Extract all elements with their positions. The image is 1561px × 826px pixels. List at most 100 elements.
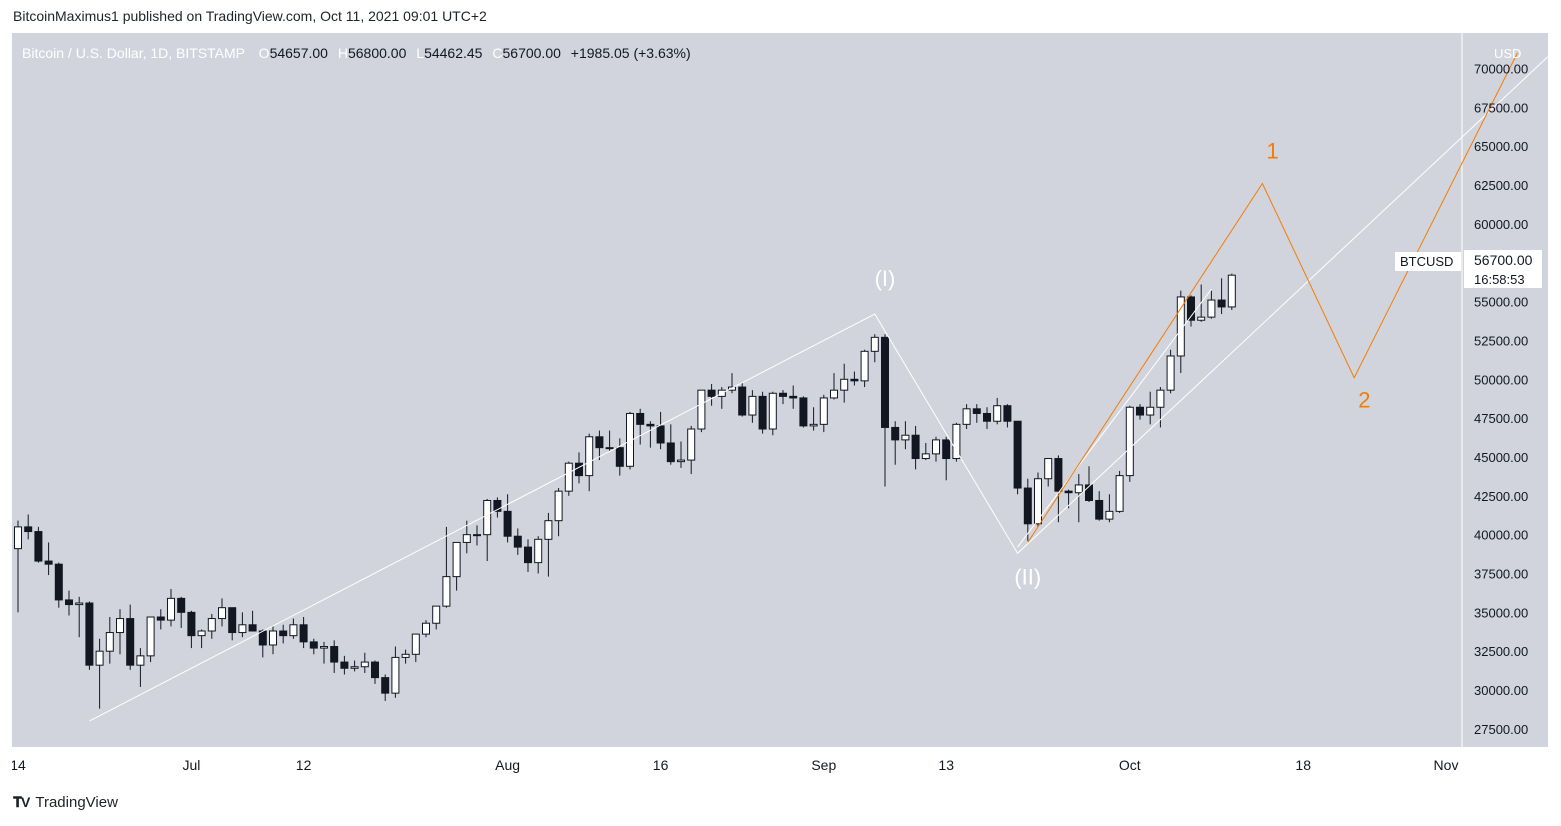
candle — [605, 430, 614, 451]
footer-brand: TradingView — [35, 794, 118, 811]
legend-low-label: L — [416, 45, 424, 61]
candle — [156, 609, 165, 630]
candle-body — [320, 646, 328, 649]
candle-body — [1207, 299, 1216, 318]
candle — [595, 430, 604, 461]
candle — [921, 442, 930, 461]
wave-annotations: (I) (II) 1 2 — [875, 139, 1371, 590]
candle — [350, 660, 359, 672]
candle-body — [238, 624, 247, 634]
candle — [432, 605, 441, 630]
candle-body — [1166, 355, 1175, 391]
candle-body — [1197, 316, 1206, 321]
time-axis: 14 Jul 12 Aug 16 Sep 13 Oct 18 Nov — [12, 757, 1458, 773]
candle-body — [95, 650, 104, 666]
candle-body — [1074, 484, 1083, 494]
candle — [748, 390, 757, 423]
price-tick-label: 70000.00 — [1474, 62, 1528, 77]
candle — [1105, 494, 1114, 523]
candle-body — [483, 499, 492, 536]
candle-body — [840, 378, 849, 391]
candle — [564, 461, 573, 496]
candle — [1074, 474, 1083, 523]
candle-body — [44, 560, 53, 565]
candle-body — [666, 442, 675, 463]
time-tick-label: Jul — [182, 757, 200, 773]
candle — [819, 394, 828, 433]
candle-body — [983, 412, 991, 422]
time-tick-label: 16 — [653, 757, 669, 773]
price-tag-ticker: BTCUSD — [1400, 254, 1453, 269]
candle — [44, 542, 53, 576]
candle-body — [585, 436, 594, 477]
candle-body — [289, 624, 298, 637]
candle — [401, 649, 410, 664]
candle — [381, 674, 390, 701]
candle-body — [1176, 296, 1185, 357]
wave-lines — [89, 52, 1548, 722]
time-tick-label: 12 — [296, 757, 312, 773]
candle-body — [167, 597, 175, 621]
candle-body — [116, 618, 124, 634]
candlestick-chart[interactable]: 70000.00 67500.00 65000.00 62500.00 60000.00… — [12, 33, 1548, 781]
price-tag-countdown: 16:58:53 — [1474, 272, 1525, 287]
price-tick-label: 40000.00 — [1474, 528, 1528, 543]
candle — [65, 590, 73, 616]
publish-line: BitcoinMaximus1 published on TradingView… — [13, 8, 487, 24]
candle — [728, 373, 736, 394]
time-tick-label: Aug — [495, 757, 520, 773]
legend-close-label: C — [492, 45, 502, 61]
candle-body — [819, 397, 828, 425]
candle-body — [187, 611, 196, 637]
candle-body — [105, 632, 114, 652]
candle-body — [942, 439, 951, 460]
candle-body — [524, 546, 532, 564]
candle-body — [921, 453, 930, 460]
candle-body — [177, 597, 186, 613]
candle — [779, 390, 787, 405]
candle-body — [1085, 484, 1093, 501]
legend-change: +1985.05 (+3.63%) — [571, 45, 691, 61]
price-tick-label: 52500.00 — [1474, 333, 1528, 348]
wave-label: 1 — [1266, 139, 1278, 164]
price-tag: BTCUSD 56700.00 16:58:53 — [1395, 250, 1542, 288]
candle — [360, 652, 369, 673]
price-tick-label: 65000.00 — [1474, 139, 1528, 154]
currency-label: USD — [1494, 46, 1521, 61]
candle — [870, 334, 879, 363]
time-tick-label: Sep — [811, 757, 836, 773]
candle — [85, 601, 94, 670]
candle-body — [401, 653, 410, 658]
candle — [1156, 387, 1165, 428]
candle — [544, 512, 553, 577]
candle — [809, 407, 818, 431]
candle-body — [1034, 478, 1042, 525]
candle — [289, 618, 298, 639]
candle — [707, 383, 716, 406]
candle — [187, 610, 196, 649]
price-tick-label: 50000.00 — [1474, 372, 1528, 387]
candle-body — [146, 616, 155, 657]
candle — [452, 541, 461, 591]
candle — [340, 655, 349, 675]
price-tag-price: 56700.00 — [1474, 252, 1533, 268]
candle-body — [891, 426, 900, 441]
candle — [197, 629, 206, 649]
candle — [513, 528, 522, 555]
candle-body — [258, 630, 267, 646]
candle-body — [462, 534, 471, 543]
price-tick-label: 35000.00 — [1474, 605, 1528, 620]
candle-body — [391, 656, 400, 694]
candle-body — [881, 336, 889, 428]
candle-body — [1105, 510, 1114, 520]
chart-frame[interactable]: 70000.00 67500.00 65000.00 62500.00 60000.00… — [12, 33, 1548, 781]
candle-body — [330, 646, 339, 663]
price-tick-label: 27500.00 — [1474, 722, 1528, 737]
candle — [911, 425, 920, 470]
candle-body — [738, 386, 747, 416]
candle-body — [269, 630, 277, 646]
legend-open-label: O — [259, 45, 270, 61]
wave-label: (I) — [875, 266, 896, 291]
candle-body — [442, 576, 451, 607]
candle — [1136, 404, 1144, 420]
